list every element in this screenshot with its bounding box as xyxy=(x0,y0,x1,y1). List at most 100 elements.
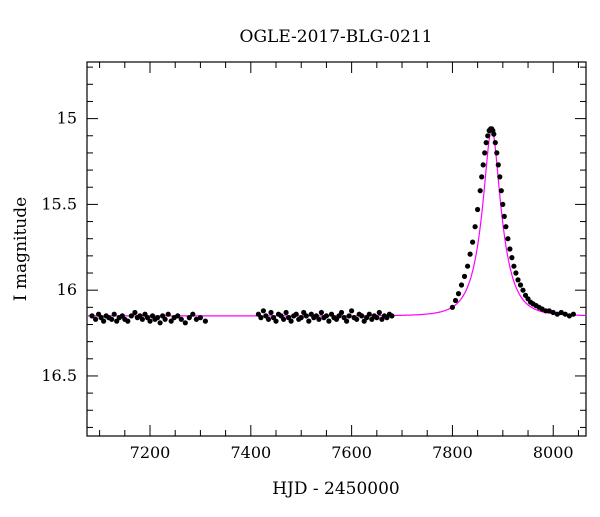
data-point xyxy=(495,162,501,168)
data-point xyxy=(323,313,329,319)
data-point xyxy=(513,270,519,276)
data-point xyxy=(326,318,332,324)
data-point xyxy=(359,313,365,319)
x-tick-label: 7200 xyxy=(130,443,171,462)
data-point xyxy=(316,316,322,322)
data-point xyxy=(190,311,196,317)
tick-labels: 7200 7400 7600 7800 8000 15 15.5 16 16.5 xyxy=(41,109,573,462)
data-point xyxy=(374,315,380,321)
data-point xyxy=(258,315,264,321)
data-point xyxy=(470,239,476,245)
data-point xyxy=(515,277,521,283)
data-point xyxy=(389,313,395,319)
data-point xyxy=(193,316,199,322)
data-point xyxy=(293,311,299,317)
data-point xyxy=(346,313,352,319)
data-point xyxy=(452,297,459,304)
data-point xyxy=(480,162,486,168)
data-point xyxy=(546,308,552,314)
data-point xyxy=(505,236,511,242)
data-point xyxy=(109,316,115,322)
y-tick-label: 16 xyxy=(57,280,77,299)
data-point xyxy=(165,311,171,317)
data-point xyxy=(491,131,497,137)
data-point xyxy=(175,313,181,319)
data-point xyxy=(455,291,462,297)
data-point xyxy=(467,251,473,257)
data-point xyxy=(483,140,489,146)
data-point xyxy=(475,206,481,213)
data-point xyxy=(461,273,468,279)
data-point xyxy=(458,282,465,288)
data-point xyxy=(511,263,517,269)
data-point xyxy=(338,309,345,316)
data-point xyxy=(265,316,272,322)
data-point xyxy=(162,316,168,322)
data-point xyxy=(482,150,488,156)
data-point xyxy=(147,318,153,324)
data-point xyxy=(479,174,485,180)
data-point xyxy=(303,313,309,319)
data-point xyxy=(558,309,564,316)
data-point xyxy=(288,318,294,324)
data-point xyxy=(155,315,161,321)
data-points xyxy=(89,126,577,326)
data-point xyxy=(550,309,556,316)
data-point xyxy=(260,308,266,314)
data-point xyxy=(89,313,95,319)
x-tick-label: 8000 xyxy=(533,443,574,462)
data-point xyxy=(554,311,560,317)
data-point xyxy=(344,318,350,324)
data-point xyxy=(139,316,145,322)
data-point xyxy=(501,213,507,219)
data-point xyxy=(281,316,287,322)
data-point xyxy=(509,255,515,261)
data-point xyxy=(132,309,138,316)
data-point xyxy=(376,309,382,316)
data-point xyxy=(566,313,573,319)
data-point xyxy=(520,287,526,293)
data-point xyxy=(500,201,506,207)
data-point xyxy=(283,309,289,316)
data-point xyxy=(492,140,498,146)
chart-title: OGLE-2017-BLG-0211 xyxy=(240,27,433,47)
x-tick-label: 7800 xyxy=(432,443,473,462)
data-point xyxy=(186,315,192,321)
data-point xyxy=(562,311,568,317)
data-point xyxy=(197,315,203,321)
y-tick-label: 15 xyxy=(57,109,77,128)
plot-frame xyxy=(86,61,587,437)
data-point xyxy=(273,318,279,324)
x-tick-label: 7600 xyxy=(331,443,372,462)
y-tick-label: 15.5 xyxy=(41,194,77,213)
data-point xyxy=(570,311,577,317)
data-point xyxy=(349,308,355,314)
data-point xyxy=(298,315,304,321)
data-point xyxy=(157,320,163,326)
data-point xyxy=(111,311,117,317)
data-point xyxy=(449,304,455,310)
data-point xyxy=(178,316,184,322)
data-point xyxy=(503,224,509,230)
data-point xyxy=(494,150,500,156)
data-point xyxy=(485,133,491,139)
data-point xyxy=(202,318,208,324)
data-point xyxy=(354,316,360,322)
data-point xyxy=(128,313,134,319)
data-point xyxy=(168,318,174,324)
data-point xyxy=(101,318,107,324)
data-point xyxy=(366,311,372,317)
data-point xyxy=(182,320,188,326)
data-point xyxy=(497,174,503,180)
x-axis-label: HJD - 2450000 xyxy=(272,479,400,499)
data-point xyxy=(268,309,274,316)
model-curve xyxy=(88,128,586,317)
data-point xyxy=(306,318,312,324)
data-point xyxy=(477,188,483,194)
data-point xyxy=(318,309,324,316)
data-point xyxy=(507,246,513,252)
y-axis-label: I magnitude xyxy=(11,197,31,301)
y-tick-label: 16.5 xyxy=(41,366,77,385)
